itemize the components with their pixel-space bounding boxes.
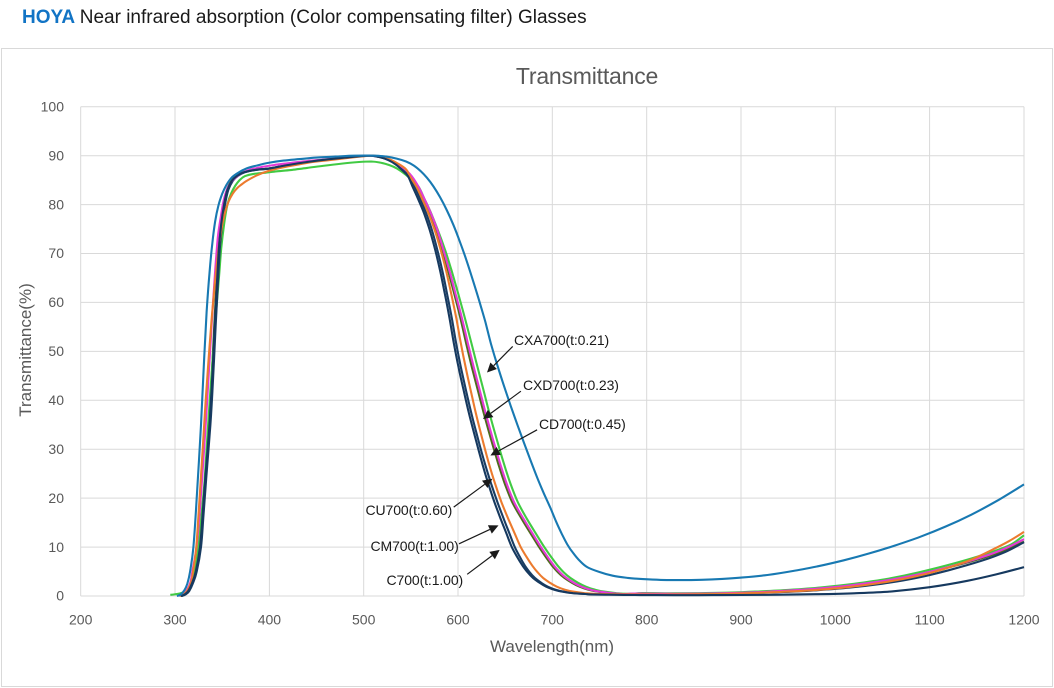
svg-text:600: 600 bbox=[446, 612, 470, 628]
svg-text:100: 100 bbox=[41, 98, 65, 114]
svg-text:200: 200 bbox=[69, 612, 93, 628]
svg-text:1100: 1100 bbox=[915, 612, 945, 628]
svg-text:700: 700 bbox=[541, 612, 565, 628]
svg-text:1000: 1000 bbox=[820, 612, 851, 628]
svg-text:50: 50 bbox=[48, 343, 64, 359]
svg-text:0: 0 bbox=[56, 588, 64, 604]
svg-text:1200: 1200 bbox=[1008, 612, 1039, 628]
svg-text:300: 300 bbox=[163, 612, 187, 628]
svg-text:60: 60 bbox=[48, 294, 64, 310]
svg-text:70: 70 bbox=[48, 245, 64, 261]
svg-text:10: 10 bbox=[48, 539, 64, 555]
svg-text:90: 90 bbox=[48, 147, 64, 163]
svg-text:20: 20 bbox=[48, 490, 64, 506]
svg-text:500: 500 bbox=[352, 612, 376, 628]
svg-text:900: 900 bbox=[729, 612, 753, 628]
svg-text:80: 80 bbox=[48, 196, 64, 212]
svg-text:40: 40 bbox=[48, 392, 64, 408]
svg-text:30: 30 bbox=[48, 441, 64, 457]
svg-text:800: 800 bbox=[635, 612, 659, 628]
svg-text:400: 400 bbox=[258, 612, 282, 628]
